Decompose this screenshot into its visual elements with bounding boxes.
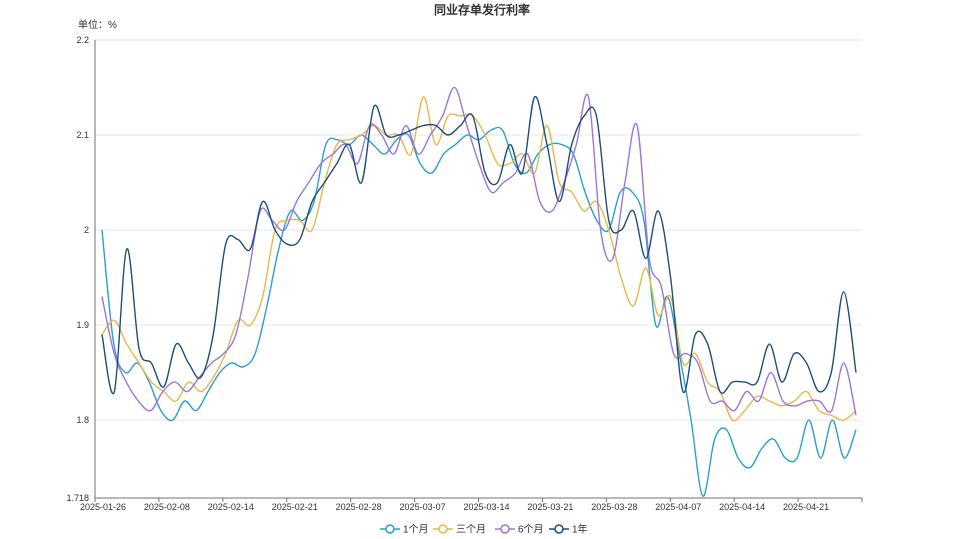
- legend: 1个月 三个月 6个月 1年: [380, 523, 588, 536]
- legend-marker: [500, 524, 510, 534]
- x-tick-label: 2025-04-07: [655, 502, 701, 512]
- legend-item[interactable]: 1年: [549, 523, 588, 536]
- y-tick-label: 1.9: [76, 320, 89, 330]
- x-tick-label: 2025-04-21: [783, 502, 829, 512]
- x-tick-labels: 2025-01-26 2025-02-08 2025-02-14 2025-02-21…: [80, 498, 863, 512]
- grid-lines: [95, 39, 862, 421]
- x-tick-label: 2025-03-14: [463, 502, 509, 512]
- legend-label: 1个月: [403, 524, 429, 536]
- x-tick-label: 2025-01-26: [80, 502, 126, 512]
- x-tick-label: 2025-04-14: [719, 502, 765, 512]
- legend-item[interactable]: 三个月: [433, 524, 486, 536]
- y-tick-label: 2.2: [76, 35, 89, 45]
- y-tick-label: 2.1: [76, 130, 89, 140]
- axes: [94, 40, 862, 499]
- legend-item[interactable]: 6个月: [495, 524, 544, 536]
- y-axis-unit-label: 单位：%: [78, 18, 117, 31]
- x-tick-label: 2025-02-14: [208, 502, 254, 512]
- chart-title: 同业存单发行利率: [434, 2, 530, 17]
- legend-label: 1年: [572, 523, 588, 536]
- y-tick-labels: 2.2 2.1 2 1.9 1.8 1.718: [66, 35, 89, 503]
- legend-marker: [385, 524, 395, 534]
- series-lines: [101, 86, 857, 497]
- legend-item[interactable]: 1个月: [380, 524, 429, 536]
- y-tick-label: 1.718: [66, 493, 89, 503]
- x-tick-label: 2025-02-08: [144, 502, 190, 512]
- x-tick-label: 2025-02-21: [272, 502, 318, 512]
- series-line-3: [101, 86, 857, 416]
- x-tick-label: 2025-03-07: [400, 502, 446, 512]
- legend-marker: [554, 524, 564, 534]
- legend-label: 三个月: [456, 524, 486, 536]
- x-tick-label: 2025-03-28: [591, 502, 637, 512]
- series-line-4: [101, 96, 857, 395]
- legend-label: 6个月: [518, 524, 544, 536]
- y-tick-label: 2: [84, 225, 89, 235]
- y-tick-label: 1.8: [76, 415, 89, 425]
- series-line-1: [101, 126, 857, 497]
- x-tick-label: 2025-03-21: [527, 502, 573, 512]
- x-tick-label: 2025-02-28: [336, 502, 382, 512]
- legend-marker: [438, 524, 448, 534]
